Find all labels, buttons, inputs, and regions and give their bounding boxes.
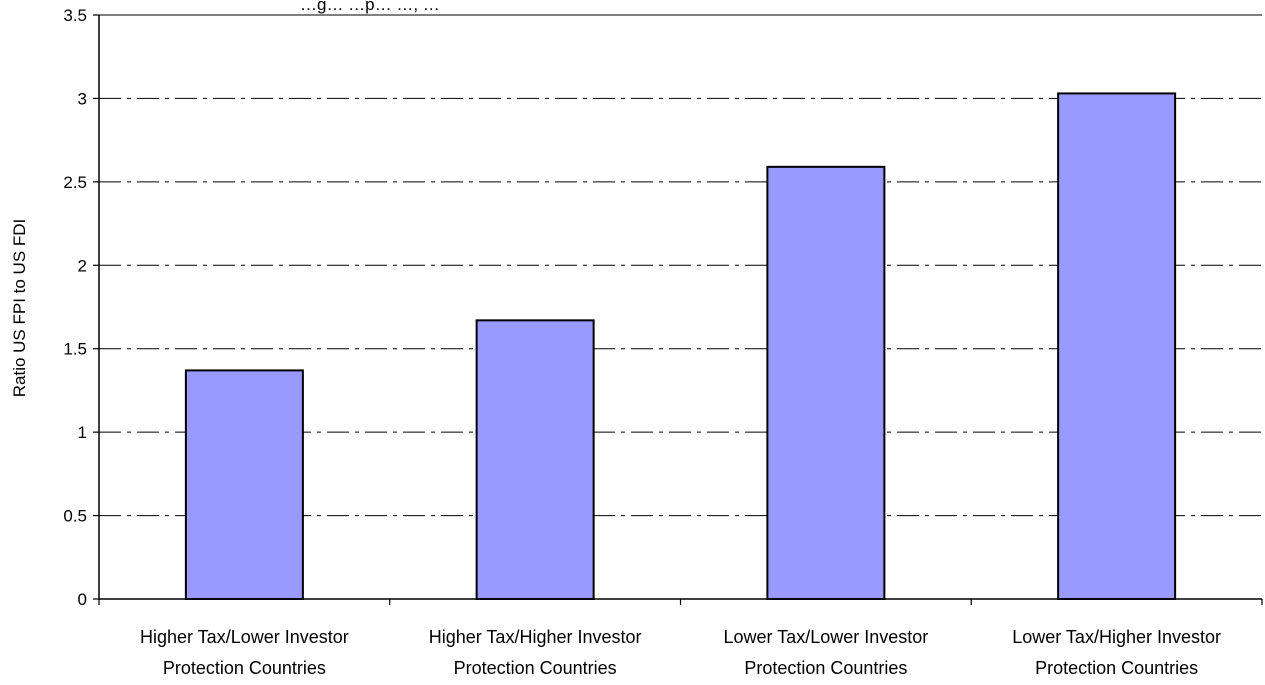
- y-tick-label: 2: [78, 256, 87, 275]
- y-axis-title: Ratio US FPI to US FDI: [10, 219, 29, 398]
- x-category-label: Protection Countries: [1035, 658, 1198, 678]
- chart-title: …g… …p… …, …: [300, 0, 440, 14]
- y-tick-label: 3.5: [63, 6, 87, 25]
- x-category-label: Higher Tax/Lower Investor: [140, 627, 349, 647]
- x-category-label: Protection Countries: [163, 658, 326, 678]
- labels: 0 0.5 1 1.5 2 2.5 3 3.5 Higher Tax/Lower Investo…: [63, 0, 1221, 678]
- y-tick-label: 1.5: [63, 340, 87, 359]
- x-category-label: Protection Countries: [744, 658, 907, 678]
- bar: [766, 165, 886, 600]
- y-tick-label: 0: [78, 590, 87, 609]
- y-tick-label: 1: [78, 423, 87, 442]
- bar: [475, 319, 595, 600]
- x-category-label: Lower Tax/Higher Investor: [1012, 627, 1221, 647]
- bars: [184, 92, 1177, 601]
- y-tick-label: 0.5: [63, 507, 87, 526]
- axes: [93, 14, 1263, 605]
- x-category-label: Protection Countries: [454, 658, 617, 678]
- x-category-label: Lower Tax/Lower Investor: [723, 627, 928, 647]
- bar: [184, 369, 304, 600]
- x-category-label: Higher Tax/Higher Investor: [429, 627, 642, 647]
- y-tick-label: 2.5: [63, 173, 87, 192]
- y-tick-label: 3: [78, 89, 87, 108]
- bar: [1057, 92, 1177, 601]
